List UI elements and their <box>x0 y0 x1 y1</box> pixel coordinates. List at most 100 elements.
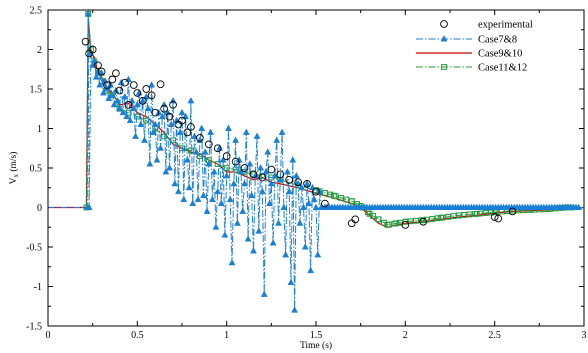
data-point <box>96 81 104 88</box>
data-point <box>239 207 247 214</box>
data-point <box>115 86 124 95</box>
data-point <box>482 210 489 216</box>
data-point <box>133 89 142 97</box>
legend-item: Case7&8 <box>416 35 517 46</box>
data-point <box>307 266 315 274</box>
data-point <box>472 211 478 217</box>
data-point <box>187 96 195 104</box>
data-point <box>166 164 173 171</box>
y-tick-label: 2.5 <box>30 6 43 17</box>
data-point <box>147 91 156 100</box>
data-point <box>322 189 328 196</box>
data-point <box>253 132 261 139</box>
data-point <box>466 211 473 218</box>
series-line <box>48 13 584 311</box>
data-point <box>260 290 268 297</box>
data-point <box>257 164 265 171</box>
data-point <box>230 179 238 187</box>
data-point <box>112 69 120 78</box>
y-axis-title-unit: (m/s) <box>8 152 19 174</box>
data-point <box>194 195 202 203</box>
data-point <box>232 166 239 173</box>
data-point <box>300 203 307 210</box>
data-point <box>175 187 182 195</box>
data-point <box>201 148 209 155</box>
x-axis-title: Time (s) <box>300 340 332 351</box>
data-point <box>156 80 165 89</box>
data-point <box>242 128 250 135</box>
data-point <box>386 221 393 228</box>
data-point <box>259 173 266 179</box>
data-point <box>338 194 344 201</box>
plot-frame <box>47 9 585 327</box>
data-point <box>228 258 236 266</box>
x-tick-label: 2 <box>403 330 408 341</box>
data-point <box>264 148 272 155</box>
data-point <box>141 136 148 143</box>
data-point <box>108 75 117 84</box>
data-point <box>187 123 195 131</box>
data-point <box>237 168 245 175</box>
data-point <box>575 203 583 210</box>
data-point <box>375 216 382 223</box>
data-point <box>434 215 441 222</box>
data-point <box>146 160 154 167</box>
data-point <box>108 91 116 98</box>
data-point <box>490 213 499 221</box>
y-tick-label: -1.5 <box>26 322 42 333</box>
data-point <box>176 128 184 135</box>
data-point <box>407 218 414 225</box>
data-point <box>314 250 322 258</box>
x-tick-label: 2.5 <box>488 330 501 341</box>
data-point <box>249 170 258 179</box>
data-point <box>81 37 90 46</box>
data-point <box>280 203 288 210</box>
data-point <box>327 191 334 198</box>
data-point <box>137 120 145 127</box>
data-point <box>244 235 252 242</box>
data-point <box>267 179 275 187</box>
data-point <box>391 220 398 227</box>
data-point <box>214 187 222 195</box>
y-axis-title-subscript: x <box>12 174 20 178</box>
data-point <box>213 144 222 153</box>
data-point <box>133 100 141 108</box>
data-point <box>262 168 270 175</box>
data-point <box>305 199 313 206</box>
data-point <box>278 128 286 135</box>
data-point <box>183 128 192 137</box>
data-point <box>439 214 446 221</box>
data-point <box>310 195 318 203</box>
data-point <box>347 219 356 228</box>
data-point <box>219 156 227 163</box>
data-point <box>103 81 111 89</box>
data-point <box>223 171 231 179</box>
ticks-layer: 0 0.5 1 1.5 2 2.5 3 -1.5 -1 -0.5 0 0.5 1 1.5 2 2.5 <box>26 6 586 342</box>
data-point <box>189 199 197 206</box>
data-point <box>312 187 320 196</box>
data-point <box>139 96 147 104</box>
data-point <box>222 152 231 161</box>
data-point <box>138 96 147 105</box>
data-point <box>123 112 131 120</box>
data-point <box>271 171 279 179</box>
y-axis-title: Vx (m/s) <box>8 152 20 185</box>
data-point <box>282 250 290 258</box>
data-point <box>429 216 436 222</box>
y-tick-label: 0 <box>37 203 42 214</box>
data-point <box>157 144 164 151</box>
x-tick-label: 3 <box>582 330 587 341</box>
data-point <box>210 168 218 175</box>
data-point <box>351 215 360 224</box>
data-point <box>370 213 377 219</box>
data-point <box>221 231 229 238</box>
data-point <box>192 148 200 155</box>
data-point <box>441 64 447 70</box>
data-point <box>248 191 256 199</box>
data-point <box>440 35 448 42</box>
data-point <box>200 191 207 199</box>
y-tick-label: -1 <box>34 282 42 293</box>
data-point <box>188 147 194 154</box>
data-point <box>85 203 93 210</box>
